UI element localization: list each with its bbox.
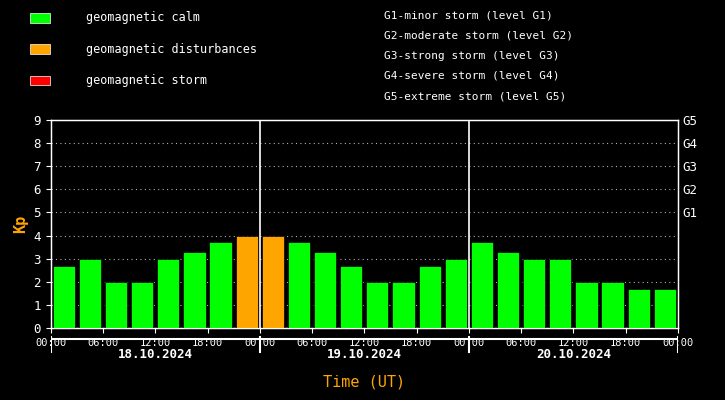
Text: G5-extreme storm (level G5): G5-extreme storm (level G5)	[384, 91, 566, 101]
Bar	[418, 266, 441, 328]
Bar	[314, 252, 336, 328]
Bar	[131, 282, 153, 328]
Text: 19.10.2024: 19.10.2024	[327, 348, 402, 361]
Bar	[366, 282, 389, 328]
Bar	[236, 236, 258, 328]
Bar	[392, 282, 415, 328]
Bar	[654, 289, 676, 328]
Text: G3-strong storm (level G3): G3-strong storm (level G3)	[384, 51, 559, 61]
Y-axis label: Kp: Kp	[13, 215, 28, 233]
Bar	[340, 266, 362, 328]
Bar	[157, 259, 180, 328]
Text: geomagnetic storm: geomagnetic storm	[86, 74, 207, 87]
Bar	[523, 259, 545, 328]
Text: 18.10.2024: 18.10.2024	[117, 348, 193, 361]
Text: geomagnetic disturbances: geomagnetic disturbances	[86, 42, 257, 56]
Bar	[210, 242, 232, 328]
Bar	[183, 252, 206, 328]
Bar	[549, 259, 571, 328]
Bar	[444, 259, 467, 328]
Bar	[79, 259, 101, 328]
Text: geomagnetic calm: geomagnetic calm	[86, 11, 200, 24]
Text: G1-minor storm (level G1): G1-minor storm (level G1)	[384, 10, 552, 20]
Bar	[471, 242, 493, 328]
FancyBboxPatch shape	[30, 76, 50, 85]
Bar	[628, 289, 650, 328]
Bar	[262, 236, 284, 328]
FancyBboxPatch shape	[30, 44, 50, 54]
Text: 20.10.2024: 20.10.2024	[536, 348, 611, 361]
Text: Time (UT): Time (UT)	[323, 374, 405, 390]
Bar	[105, 282, 127, 328]
Bar	[288, 242, 310, 328]
FancyBboxPatch shape	[30, 13, 50, 22]
Bar	[576, 282, 597, 328]
Bar	[602, 282, 624, 328]
Bar	[497, 252, 519, 328]
Bar	[53, 266, 75, 328]
Text: G4-severe storm (level G4): G4-severe storm (level G4)	[384, 71, 559, 81]
Text: G2-moderate storm (level G2): G2-moderate storm (level G2)	[384, 30, 573, 40]
